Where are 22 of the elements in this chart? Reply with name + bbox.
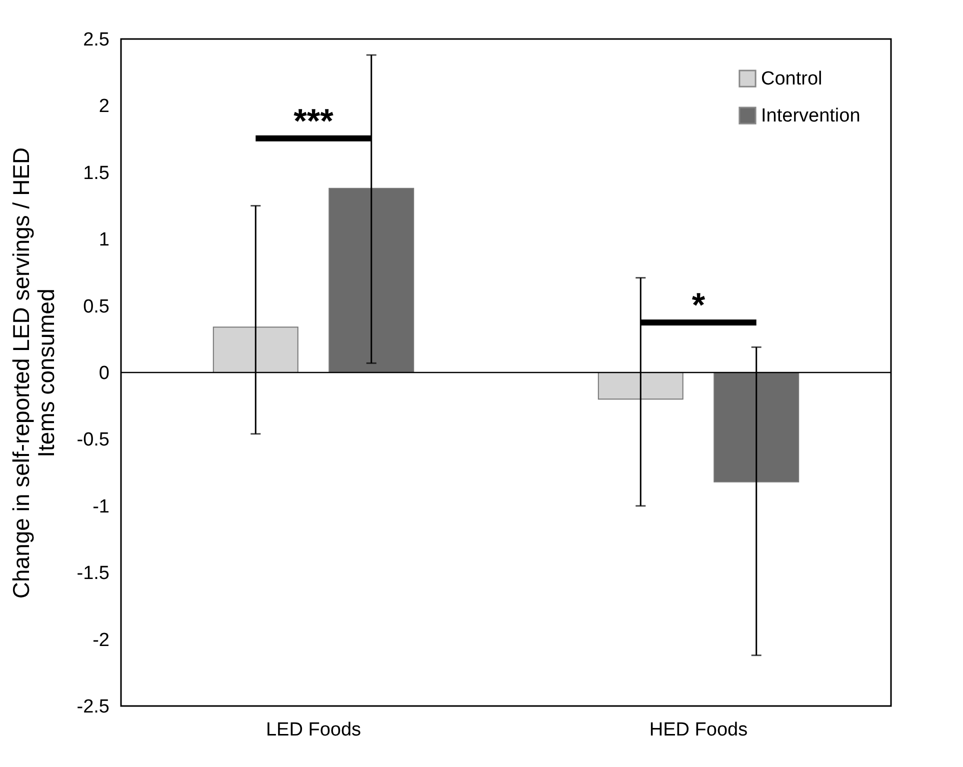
bar xyxy=(328,188,414,373)
y-tick-label: -1 xyxy=(92,496,110,518)
y-tick-label: 2 xyxy=(98,96,110,118)
x-tick-label: HED Foods xyxy=(649,720,748,740)
y-tick-label: -0.5 xyxy=(76,430,110,451)
bar xyxy=(598,372,684,400)
bar xyxy=(212,326,298,373)
y-tick-label: -2 xyxy=(92,630,110,651)
legend-label: Control xyxy=(761,68,822,90)
bar xyxy=(714,372,800,482)
annotation: *** xyxy=(294,102,334,140)
y-tick-label: 0 xyxy=(98,363,110,384)
y-tick-label: 1 xyxy=(98,230,110,251)
y-tick-label: 1.5 xyxy=(83,162,110,184)
legend-label: Intervention xyxy=(761,106,860,126)
y-tick-label: 0.5 xyxy=(83,296,110,318)
y-tick-label: -2.5 xyxy=(76,696,110,718)
annotation: * xyxy=(692,286,706,324)
x-tick-label: LED Foods xyxy=(266,720,362,740)
y-tick-label: -1.5 xyxy=(76,563,110,584)
y-tick-label: 2.5 xyxy=(83,30,110,50)
y-axis-title: Change in self-reported LED servings / HED Items consumed xyxy=(8,147,59,599)
